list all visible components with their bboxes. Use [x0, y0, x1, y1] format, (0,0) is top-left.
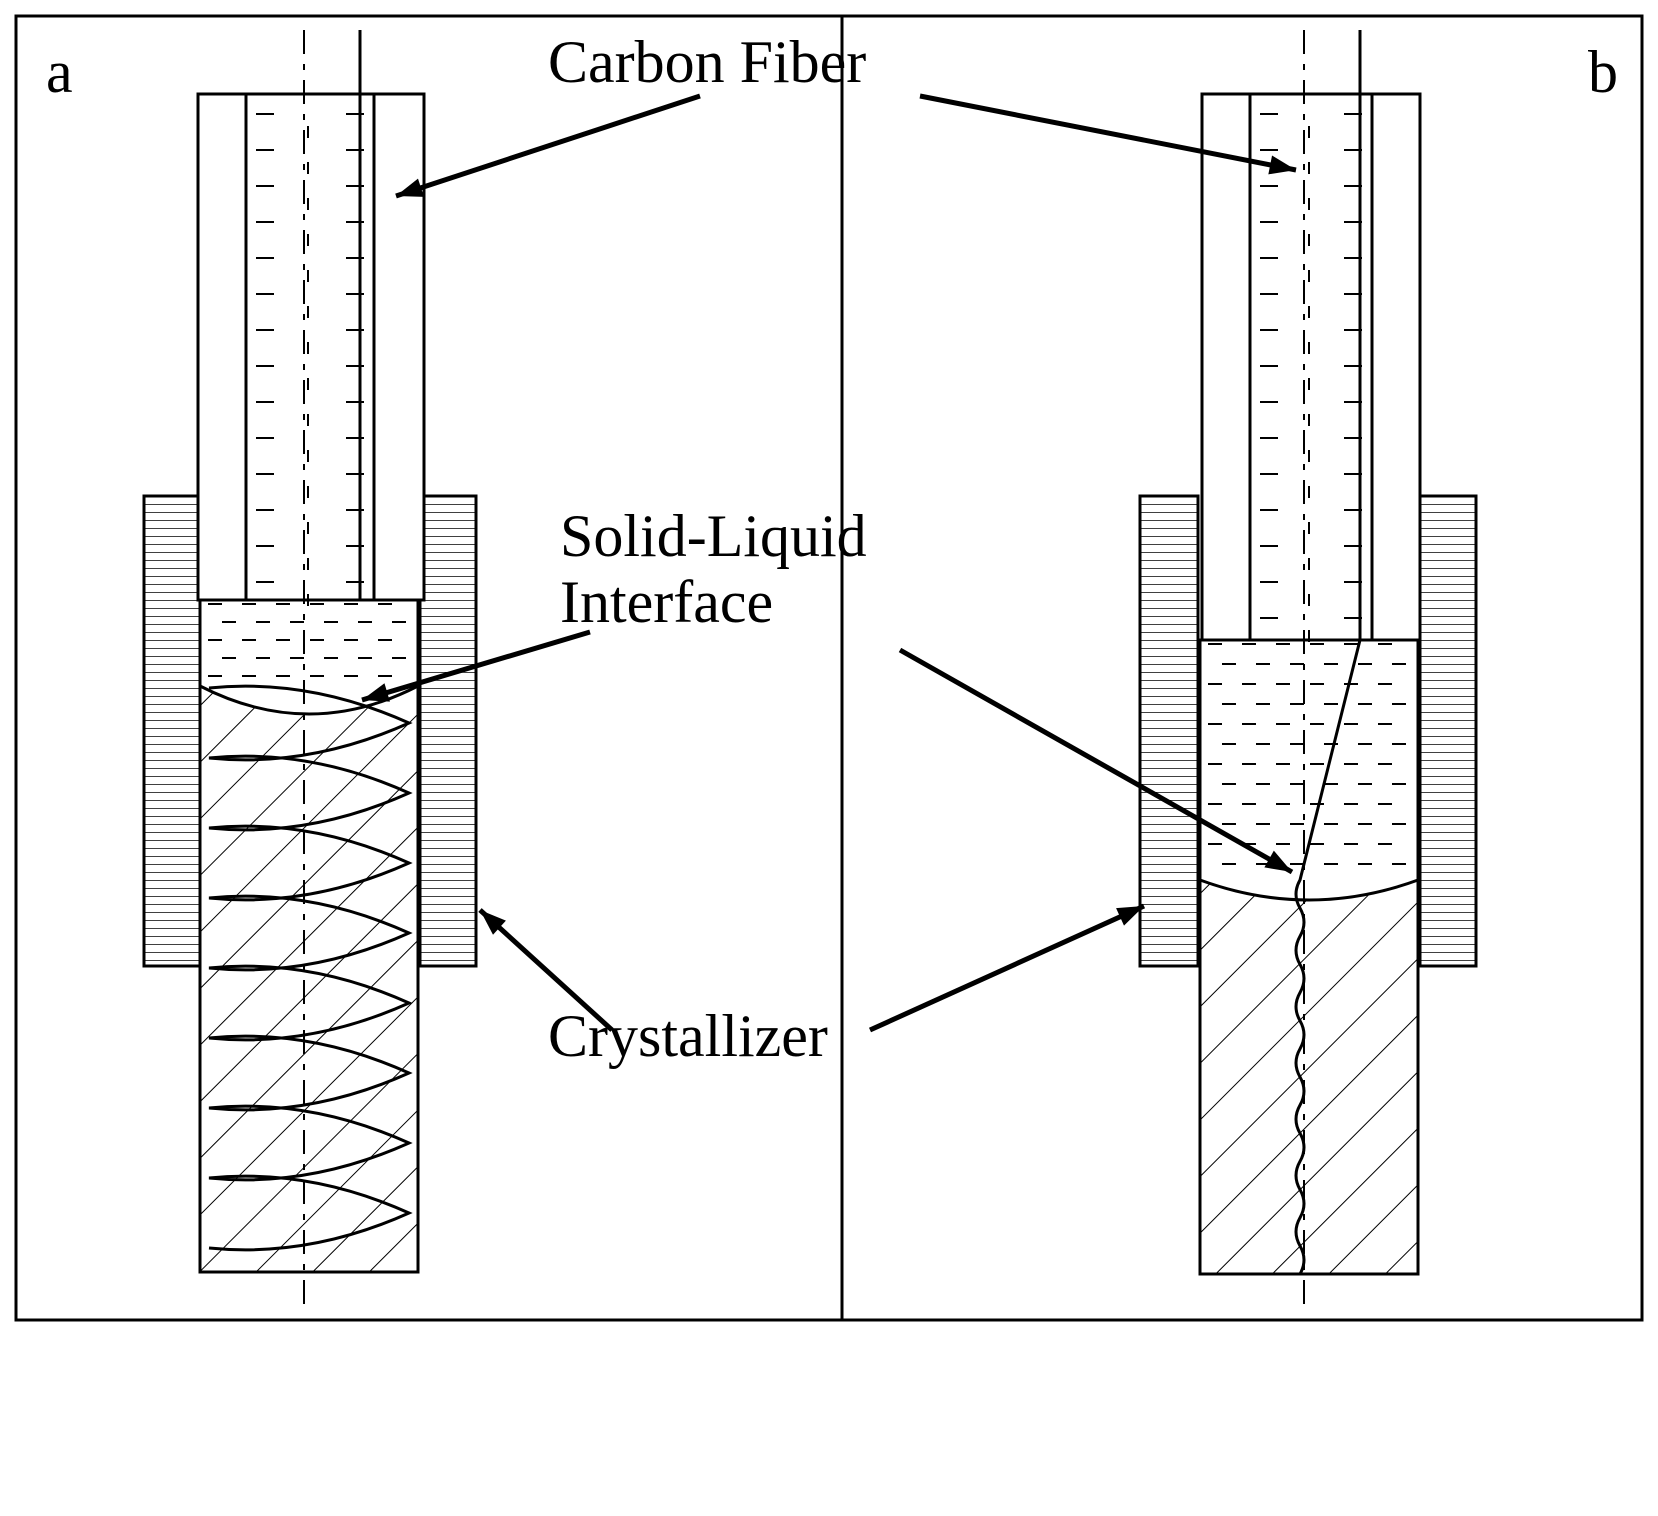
label-carbon-fiber: Carbon Fiber — [548, 29, 866, 95]
crystallizer-right — [420, 496, 476, 966]
crystallizer-left — [1140, 496, 1198, 966]
crystallizer-left — [144, 496, 202, 966]
figure-container: abCarbon FiberSolid-LiquidInterfaceCryst… — [0, 0, 1658, 1516]
upper-tube-inner — [246, 94, 374, 600]
crystallizer-right — [1420, 496, 1476, 966]
figure-svg: abCarbon FiberSolid-LiquidInterfaceCryst… — [0, 0, 1658, 1511]
label-solid-liquid-2: Interface — [560, 569, 773, 635]
panel-a-label: a — [46, 39, 73, 105]
solid-region — [200, 686, 418, 1272]
solid-region — [1200, 880, 1418, 1274]
label-solid-liquid-1: Solid-Liquid — [560, 503, 867, 569]
panel-b-label: b — [1588, 39, 1618, 105]
